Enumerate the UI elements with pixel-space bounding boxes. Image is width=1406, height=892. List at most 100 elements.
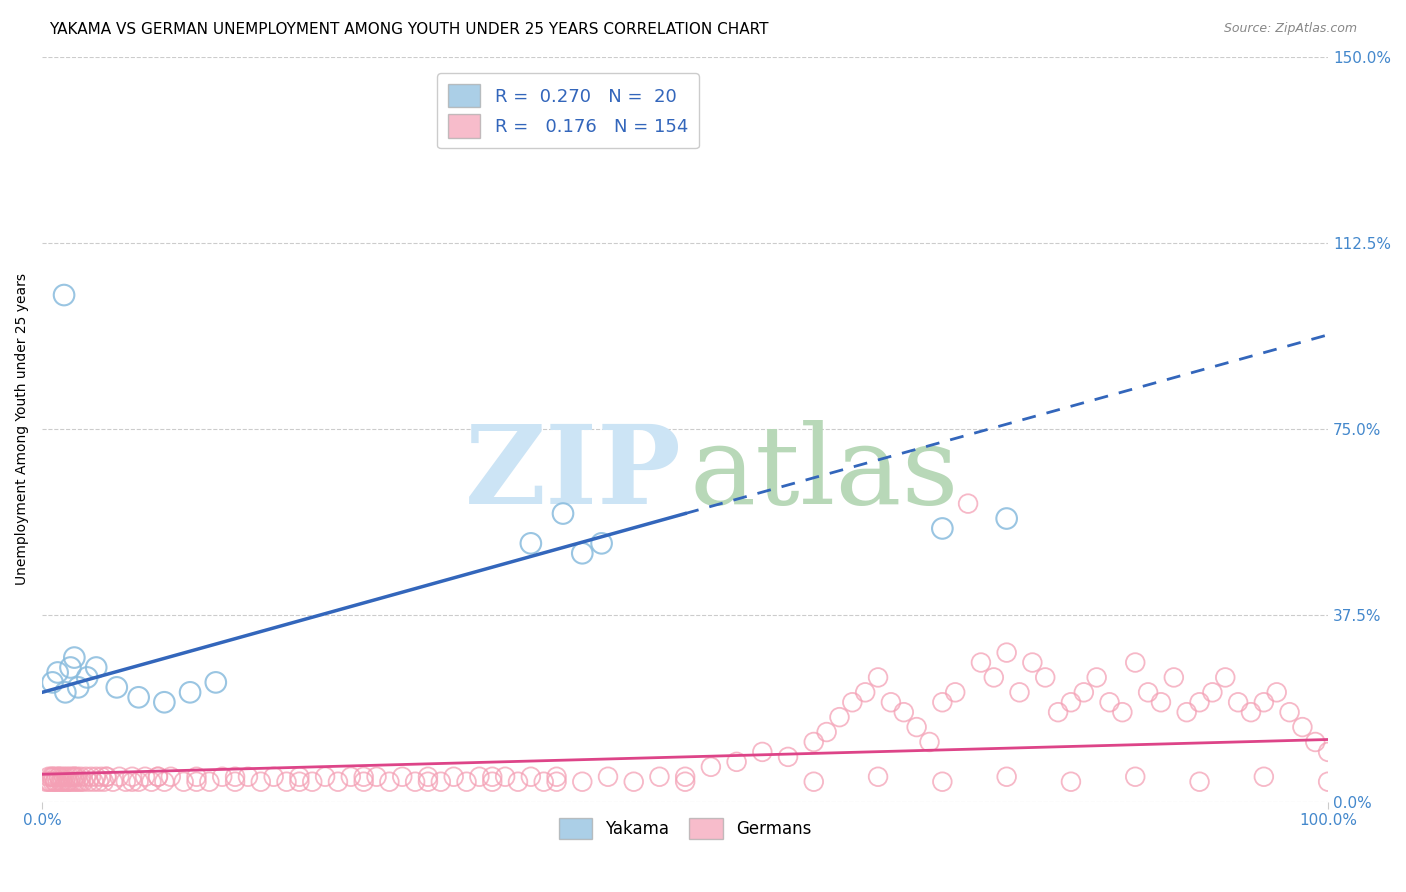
- Point: [77, 774, 100, 789]
- Point: [404, 774, 426, 789]
- Point: [546, 770, 568, 784]
- Point: [1175, 705, 1198, 719]
- Point: [121, 770, 143, 784]
- Point: [56, 774, 79, 789]
- Point: [38, 770, 60, 784]
- Point: [880, 695, 903, 709]
- Point: [1163, 670, 1185, 684]
- Point: [1008, 685, 1031, 699]
- Point: [288, 774, 311, 789]
- Point: [134, 770, 156, 784]
- Point: [533, 774, 555, 789]
- Point: [1227, 695, 1250, 709]
- Point: [153, 695, 176, 709]
- Point: [995, 511, 1018, 525]
- Point: [276, 774, 298, 789]
- Point: [83, 774, 105, 789]
- Point: [58, 770, 80, 784]
- Point: [591, 536, 613, 550]
- Point: [366, 770, 388, 784]
- Point: [46, 665, 69, 680]
- Point: [146, 770, 169, 784]
- Point: [1213, 670, 1236, 684]
- Text: atlas: atlas: [689, 420, 959, 527]
- Point: [63, 650, 86, 665]
- Point: [443, 770, 465, 784]
- Point: [931, 521, 953, 535]
- Point: [62, 774, 84, 789]
- Point: [41, 675, 63, 690]
- Point: [803, 735, 825, 749]
- Point: [1317, 745, 1340, 759]
- Point: [506, 774, 529, 789]
- Point: [159, 770, 181, 784]
- Point: [1098, 695, 1121, 709]
- Point: [1278, 705, 1301, 719]
- Point: [853, 685, 876, 699]
- Point: [1060, 695, 1083, 709]
- Point: [596, 770, 619, 784]
- Point: [173, 774, 195, 789]
- Point: [69, 774, 91, 789]
- Point: [38, 774, 60, 789]
- Point: [957, 497, 980, 511]
- Point: [340, 770, 363, 784]
- Point: [353, 774, 375, 789]
- Point: [236, 770, 259, 784]
- Point: [673, 770, 696, 784]
- Point: [53, 770, 76, 784]
- Text: Source: ZipAtlas.com: Source: ZipAtlas.com: [1223, 22, 1357, 36]
- Point: [520, 536, 543, 550]
- Point: [815, 725, 838, 739]
- Point: [995, 646, 1018, 660]
- Point: [1253, 695, 1275, 709]
- Point: [430, 774, 453, 789]
- Point: [970, 656, 993, 670]
- Point: [59, 774, 82, 789]
- Point: [44, 774, 66, 789]
- Point: [494, 770, 516, 784]
- Point: [65, 774, 87, 789]
- Point: [114, 774, 136, 789]
- Point: [623, 774, 645, 789]
- Point: [1253, 770, 1275, 784]
- Point: [179, 685, 201, 699]
- Point: [39, 770, 62, 784]
- Point: [48, 770, 70, 784]
- Point: [153, 774, 176, 789]
- Point: [1240, 705, 1263, 719]
- Point: [828, 710, 851, 724]
- Point: [84, 660, 107, 674]
- Point: [48, 770, 70, 784]
- Point: [41, 774, 63, 789]
- Point: [44, 774, 66, 789]
- Point: [725, 755, 748, 769]
- Point: [803, 774, 825, 789]
- Point: [51, 774, 73, 789]
- Point: [520, 770, 543, 784]
- Point: [551, 507, 574, 521]
- Point: [63, 770, 86, 784]
- Point: [84, 770, 107, 784]
- Point: [1303, 735, 1326, 749]
- Text: YAKAMA VS GERMAN UNEMPLOYMENT AMONG YOUTH UNDER 25 YEARS CORRELATION CHART: YAKAMA VS GERMAN UNEMPLOYMENT AMONG YOUT…: [49, 22, 769, 37]
- Point: [75, 770, 97, 784]
- Point: [67, 681, 90, 695]
- Point: [249, 774, 271, 789]
- Point: [186, 774, 208, 789]
- Point: [211, 770, 233, 784]
- Point: [571, 774, 593, 789]
- Point: [456, 774, 478, 789]
- Point: [59, 660, 82, 674]
- Point: [571, 546, 593, 560]
- Point: [49, 774, 72, 789]
- Point: [353, 770, 375, 784]
- Point: [72, 774, 94, 789]
- Point: [56, 774, 79, 789]
- Point: [700, 760, 723, 774]
- Point: [93, 774, 115, 789]
- Point: [468, 770, 491, 784]
- Point: [53, 288, 76, 302]
- Point: [301, 774, 323, 789]
- Point: [46, 774, 69, 789]
